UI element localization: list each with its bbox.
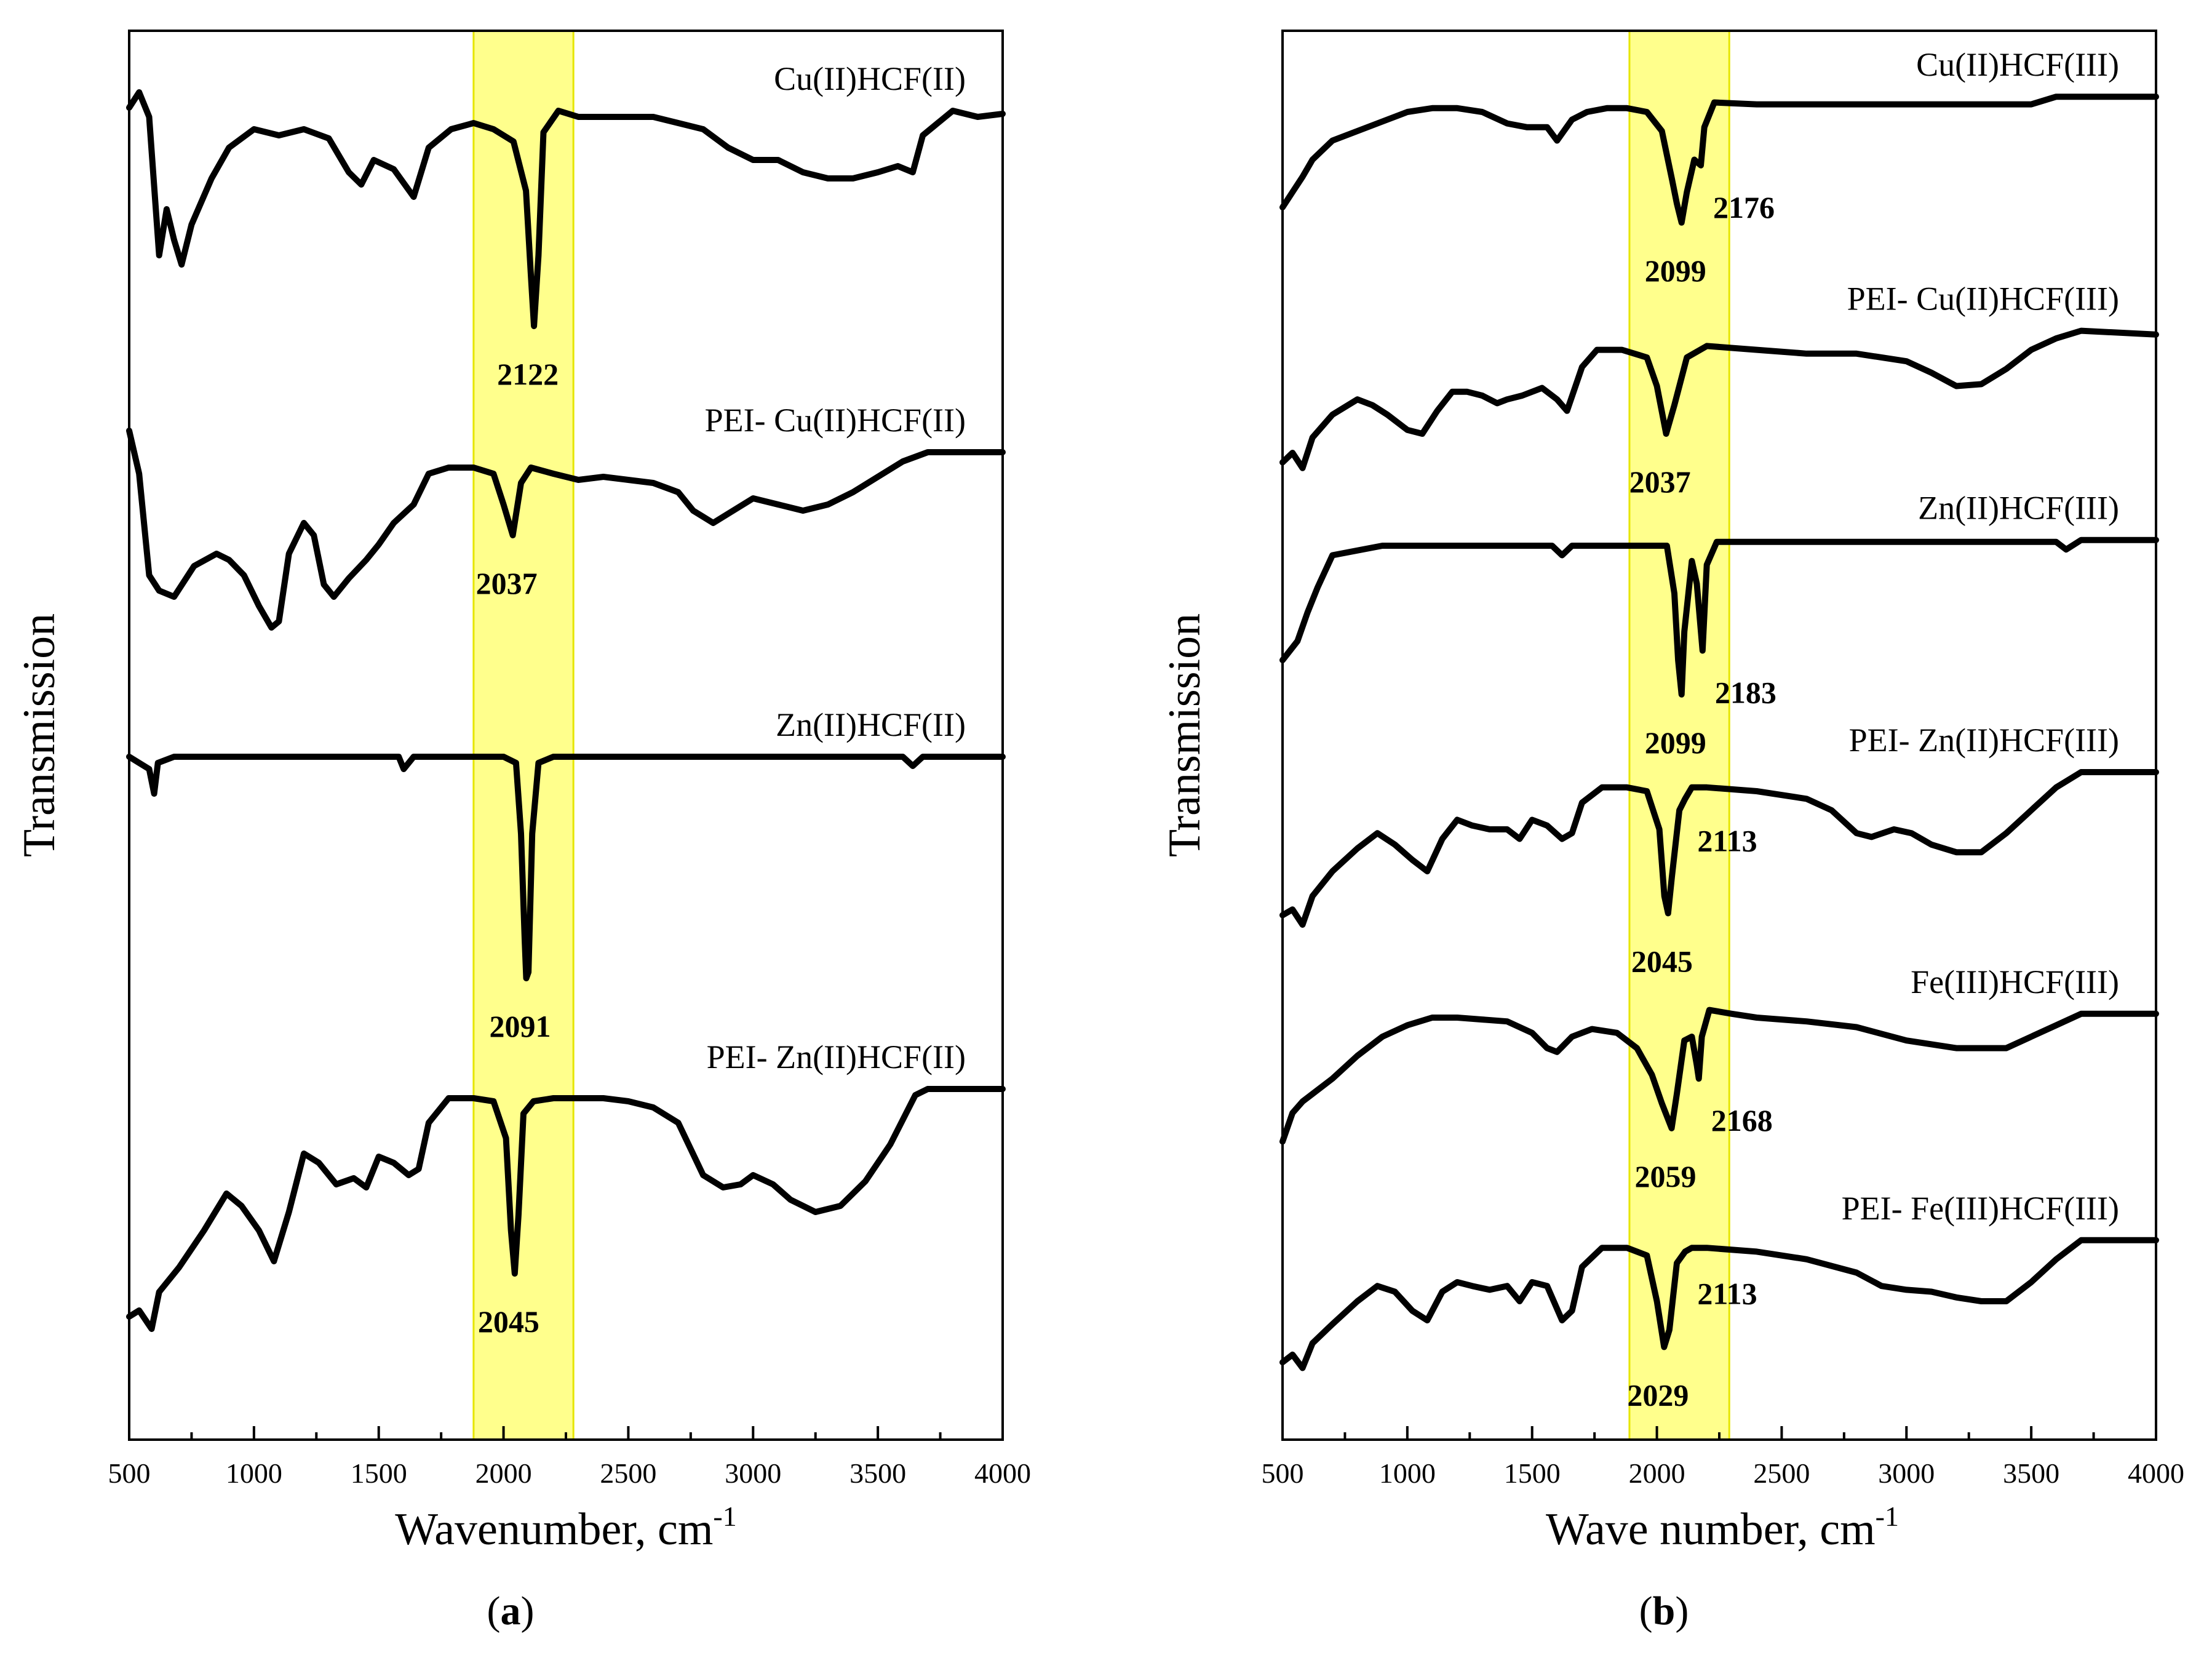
y-axis-title-b: Transmission <box>1160 613 1210 857</box>
peak-labels-b: 2099217620372099218320452113205921682029… <box>1627 190 1776 1413</box>
x-tick-label-4000: 4000 <box>974 1458 1031 1489</box>
x-tick-label-2000: 2000 <box>475 1458 532 1489</box>
series-labels-b: Cu(II)HCF(III) PEI- Cu(II)HCF(III) Zn(II)H… <box>1842 46 2119 1227</box>
peak-label-pei-zn-ii-hcf-ii-2045: 2045 <box>478 1304 539 1339</box>
peak-label-cu-ii-hcf-ii-2122: 2122 <box>497 357 559 391</box>
spectrum-zn-ii-hcf-ii <box>126 754 1006 981</box>
series-label-pei-zn-ii-hcf-ii: PEI- Zn(II)HCF(II) <box>707 1039 966 1075</box>
spectra-b <box>1279 94 2159 1371</box>
x-axis-ticks-a: 500 1000 1500 2000 2500 3000 3500 4000 <box>108 1426 1031 1489</box>
x-tick-label-3000: 3000 <box>725 1458 781 1489</box>
spectrum-pei-zn-ii-hcf-ii <box>126 1086 1006 1332</box>
peak-label-pei-cu-ii-hcf-iii-2037: 2037 <box>1629 465 1691 499</box>
series-label-fe-iii-hcf-iii: Fe(III)HCF(III) <box>1911 963 2119 1000</box>
y-axis-title-a: Transmission <box>14 613 65 857</box>
x-tick-label-4000: 4000 <box>2128 1458 2184 1489</box>
panel-label-a: (a) <box>487 1589 535 1633</box>
panel-b: Cu(II)HCF(III) PEI- Cu(II)HCF(III) Zn(II)H… <box>1160 30 2184 1633</box>
highlight-band-a <box>472 30 575 1441</box>
spectrum-pei-zn-ii-hcf-iii <box>1279 769 2159 928</box>
peak-label-zn-ii-hcf-iii-2099: 2099 <box>1645 725 1706 760</box>
peak-label-fe-iii-hcf-iii-2168: 2168 <box>1711 1103 1773 1138</box>
x-axis-title-a: Wavenumber, cm-1 <box>395 1501 736 1555</box>
peak-label-pei-cu-ii-hcf-ii-2037: 2037 <box>476 566 538 600</box>
spectrum-fe-iii-hcf-iii <box>1279 1007 2159 1145</box>
peak-label-pei-fe-iii-hcf-iii-2029: 2029 <box>1627 1378 1689 1412</box>
x-tick-label-2000: 2000 <box>1629 1458 1685 1489</box>
panel-label-b: (b) <box>1639 1589 1689 1633</box>
x-axis-title-b: Wave number, cm-1 <box>1546 1501 1899 1555</box>
spectrum-pei-fe-iii-hcf-iii <box>1279 1237 2159 1371</box>
peak-label-pei-zn-ii-hcf-iii-2113: 2113 <box>1697 823 1757 858</box>
spectrum-cu-ii-hcf-iii <box>1279 94 2159 226</box>
spectrum-pei-cu-ii-hcf-iii <box>1279 327 2159 471</box>
x-tick-label-3500: 3500 <box>2003 1458 2059 1489</box>
panel-a: Cu(II)HCF(II) PEI- Cu(II)HCF(II) Zn(II)HCF… <box>14 30 1031 1633</box>
series-label-pei-cu-ii-hcf-ii: PEI- Cu(II)HCF(II) <box>705 402 966 439</box>
series-label-pei-fe-iii-hcf-iii: PEI- Fe(III)HCF(III) <box>1842 1190 2119 1227</box>
x-tick-label-500: 500 <box>108 1458 151 1489</box>
peak-label-cu-ii-hcf-iii-2176: 2176 <box>1713 190 1775 225</box>
x-tick-label-1000: 1000 <box>226 1458 282 1489</box>
series-label-zn-ii-hcf-iii: Zn(II)HCF(III) <box>1918 490 2119 527</box>
spectrum-cu-ii-hcf-ii <box>126 89 1006 329</box>
x-tick-label-1500: 1500 <box>351 1458 407 1489</box>
series-label-pei-zn-ii-hcf-iii: PEI- Zn(II)HCF(III) <box>1849 722 2119 759</box>
x-axis-ticks-b: 500 1000 1500 2000 2500 3000 3500 4000 <box>1262 1426 2184 1489</box>
series-label-pei-cu-ii-hcf-iii: PEI- Cu(II)HCF(III) <box>1847 281 2119 317</box>
x-tick-label-3500: 3500 <box>849 1458 906 1489</box>
spectra-a <box>126 89 1006 1332</box>
spectrum-pei-cu-ii-hcf-ii <box>126 428 1006 631</box>
x-tick-label-1000: 1000 <box>1379 1458 1436 1489</box>
peak-label-fe-iii-hcf-iii-2059: 2059 <box>1635 1159 1697 1194</box>
x-tick-label-1500: 1500 <box>1504 1458 1561 1489</box>
series-label-zn-ii-hcf-ii: Zn(II)HCF(II) <box>776 706 966 743</box>
x-tick-label-3000: 3000 <box>1878 1458 1935 1489</box>
series-label-cu-ii-hcf-iii: Cu(II)HCF(III) <box>1916 46 2119 83</box>
peak-label-zn-ii-hcf-iii-2183: 2183 <box>1715 676 1776 710</box>
peak-label-cu-ii-hcf-iii-2099: 2099 <box>1645 253 1706 288</box>
peak-label-pei-zn-ii-hcf-iii-2045: 2045 <box>1631 944 1693 978</box>
x-tick-label-2500: 2500 <box>600 1458 656 1489</box>
x-tick-label-2500: 2500 <box>1753 1458 1810 1489</box>
peak-labels-a: 2122 2037 2091 2045 <box>476 357 559 1339</box>
peak-label-zn-ii-hcf-ii-2091: 2091 <box>489 1009 551 1043</box>
series-labels-a: Cu(II)HCF(II) PEI- Cu(II)HCF(II) Zn(II)HCF… <box>705 60 966 1075</box>
series-label-cu-ii-hcf-ii: Cu(II)HCF(II) <box>774 60 966 97</box>
x-tick-label-500: 500 <box>1262 1458 1304 1489</box>
peak-label-pei-fe-iii-hcf-iii-2113: 2113 <box>1697 1276 1757 1310</box>
spectrum-zn-ii-hcf-iii <box>1279 536 2159 698</box>
